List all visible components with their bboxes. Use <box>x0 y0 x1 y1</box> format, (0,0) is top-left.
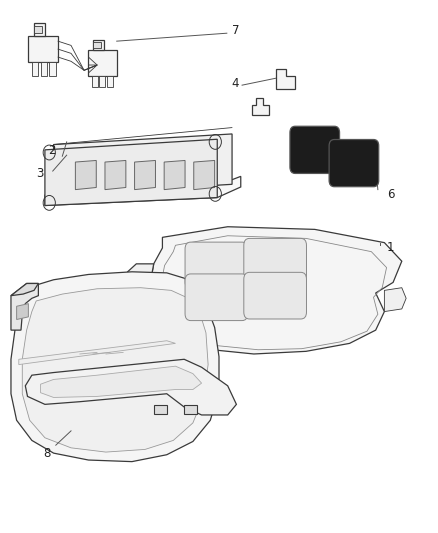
Polygon shape <box>164 160 185 190</box>
FancyBboxPatch shape <box>329 140 379 187</box>
Text: 4: 4 <box>232 77 239 90</box>
Polygon shape <box>149 227 402 354</box>
Polygon shape <box>127 264 154 288</box>
Polygon shape <box>41 62 47 76</box>
Polygon shape <box>184 406 197 414</box>
Polygon shape <box>93 39 104 50</box>
Polygon shape <box>194 160 215 190</box>
FancyBboxPatch shape <box>290 126 339 173</box>
Polygon shape <box>75 160 96 190</box>
Text: 6: 6 <box>387 189 395 201</box>
Polygon shape <box>93 42 101 48</box>
Polygon shape <box>154 406 167 414</box>
Polygon shape <box>92 76 98 87</box>
Polygon shape <box>252 99 269 115</box>
Polygon shape <box>25 359 237 415</box>
Polygon shape <box>11 284 39 330</box>
Polygon shape <box>11 284 39 296</box>
Polygon shape <box>32 62 39 76</box>
Polygon shape <box>107 76 113 87</box>
Polygon shape <box>105 160 126 190</box>
Polygon shape <box>28 36 58 62</box>
FancyBboxPatch shape <box>244 272 307 319</box>
Polygon shape <box>45 176 241 206</box>
Polygon shape <box>134 160 155 190</box>
Polygon shape <box>19 341 176 365</box>
Text: 2: 2 <box>48 144 55 157</box>
Polygon shape <box>49 62 56 76</box>
Polygon shape <box>22 288 208 452</box>
FancyBboxPatch shape <box>185 242 248 289</box>
Text: 3: 3 <box>36 167 43 180</box>
Text: 8: 8 <box>43 447 51 459</box>
Polygon shape <box>276 69 295 89</box>
Text: 7: 7 <box>232 24 239 37</box>
Polygon shape <box>17 304 28 319</box>
Polygon shape <box>34 26 42 33</box>
Polygon shape <box>41 366 201 398</box>
FancyBboxPatch shape <box>185 274 248 320</box>
FancyBboxPatch shape <box>244 238 307 285</box>
Polygon shape <box>53 134 232 195</box>
Text: 1: 1 <box>387 241 395 254</box>
Polygon shape <box>99 76 106 87</box>
Polygon shape <box>34 22 45 36</box>
Polygon shape <box>45 139 217 206</box>
Polygon shape <box>11 272 219 462</box>
Polygon shape <box>88 50 117 76</box>
Polygon shape <box>385 288 406 312</box>
